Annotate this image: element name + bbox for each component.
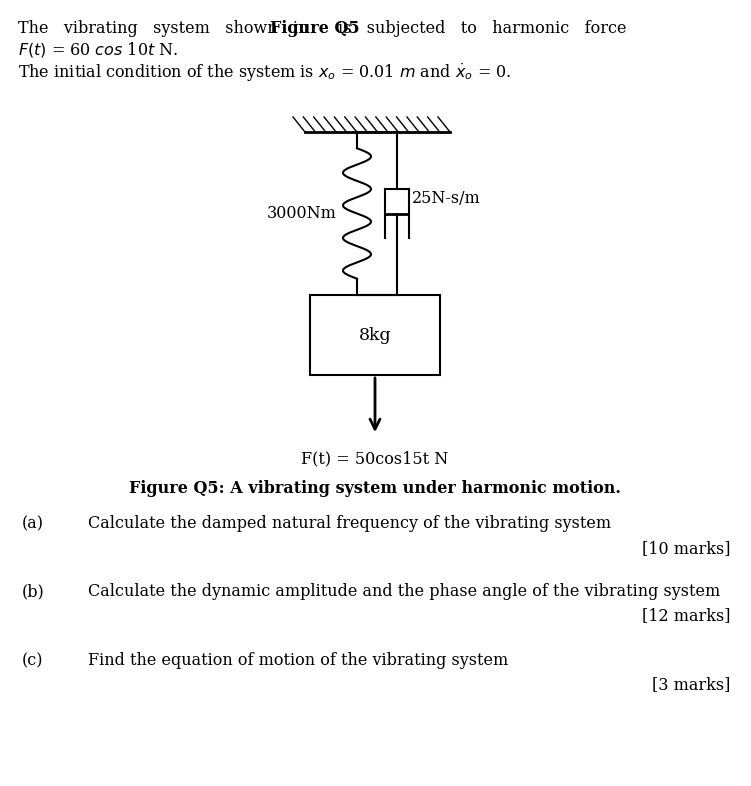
- Text: (c): (c): [22, 652, 44, 669]
- Text: Find the equation of motion of the vibrating system: Find the equation of motion of the vibra…: [88, 652, 508, 669]
- Text: $F(t)$ = 60 $cos$ 10$t$ N.: $F(t)$ = 60 $cos$ 10$t$ N.: [18, 40, 178, 59]
- Text: Figure Q5: Figure Q5: [270, 20, 360, 37]
- Text: (a): (a): [22, 515, 44, 532]
- Bar: [310, 295, 440, 375]
- Text: [10 marks]: [10 marks]: [641, 540, 730, 557]
- Text: [12 marks]: [12 marks]: [641, 607, 730, 624]
- Text: Calculate the dynamic amplitude and the phase angle of the vibrating system: Calculate the dynamic amplitude and the …: [88, 583, 720, 600]
- Text: The   vibrating   system   shown   in: The vibrating system shown in: [18, 20, 309, 37]
- Text: The initial condition of the system is $x_o$ = 0.01 $m$ and $\dot{x}_o$ = 0.: The initial condition of the system is $…: [18, 62, 511, 84]
- Text: (b): (b): [22, 583, 45, 600]
- Text: F(t) = 50cos15t N: F(t) = 50cos15t N: [301, 450, 448, 467]
- Text: 3000Nm: 3000Nm: [267, 205, 337, 222]
- Text: is   subjected   to   harmonic   force: is subjected to harmonic force: [338, 20, 626, 37]
- Text: 8kg: 8kg: [359, 326, 391, 343]
- Text: 25N-s/m: 25N-s/m: [412, 190, 481, 207]
- Text: [3 marks]: [3 marks]: [652, 676, 730, 693]
- Text: Figure Q5: A vibrating system under harmonic motion.: Figure Q5: A vibrating system under harm…: [129, 480, 621, 497]
- Text: Calculate the damped natural frequency of the vibrating system: Calculate the damped natural frequency o…: [88, 515, 611, 532]
